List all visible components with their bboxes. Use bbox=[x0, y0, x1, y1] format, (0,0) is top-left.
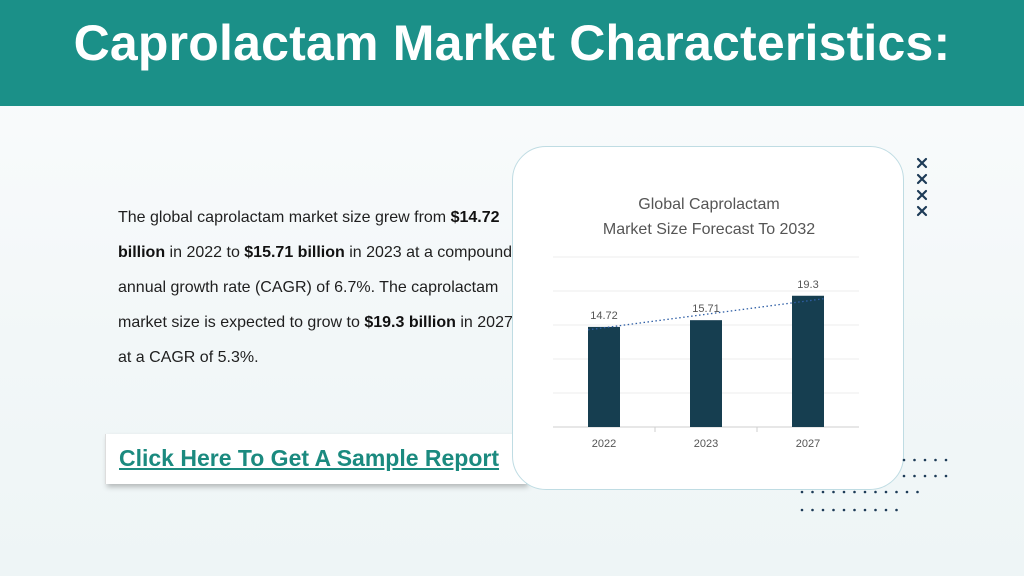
summary-text-2: in 2022 to bbox=[165, 244, 245, 261]
summary-text-4: in 2027 at a CAGR of 5.3%. bbox=[118, 314, 513, 366]
decor-dot bbox=[863, 508, 867, 512]
bar-2027 bbox=[792, 295, 824, 427]
decor-dot bbox=[944, 474, 948, 478]
decorative-cross-marks bbox=[916, 157, 928, 217]
decor-dot bbox=[874, 490, 877, 494]
decorative-dot-grid bbox=[800, 458, 948, 512]
data-label-2027: 19.3 bbox=[797, 279, 818, 291]
page-title: Caprolactam Market Characteristics: bbox=[73, 15, 951, 71]
x-tick-label-2022: 2022 bbox=[592, 438, 616, 450]
decor-dot bbox=[800, 508, 804, 512]
value-2023: $15.71 billion bbox=[244, 244, 345, 261]
sample-report-link[interactable]: Click Here To Get A Sample Report bbox=[119, 445, 500, 471]
decor-dot bbox=[874, 508, 877, 512]
decor-dot bbox=[884, 490, 888, 494]
decor-dot bbox=[811, 508, 814, 512]
decor-dot bbox=[884, 508, 888, 512]
data-label-2023: 15.71 bbox=[692, 303, 720, 315]
decor-dot bbox=[863, 490, 867, 494]
decor-dot bbox=[811, 490, 814, 494]
decor-dot bbox=[853, 508, 856, 512]
chart-card: Global Caprolactam Market Size Forecast … bbox=[512, 146, 904, 490]
market-size-chart: Global Caprolactam Market Size Forecast … bbox=[553, 196, 859, 450]
summary-text-3: in 2023 at a compound annual growth rate… bbox=[118, 244, 512, 331]
decor-dot bbox=[913, 458, 916, 462]
decor-dot bbox=[821, 508, 825, 512]
title-banner: Caprolactam Market Characteristics: bbox=[0, 0, 1024, 106]
decor-dot bbox=[923, 474, 927, 478]
decor-dot bbox=[934, 458, 937, 462]
decor-dot bbox=[842, 490, 846, 494]
decor-dot bbox=[923, 458, 927, 462]
decor-dot bbox=[934, 474, 937, 478]
decor-dot bbox=[832, 508, 835, 512]
bar-2023 bbox=[690, 320, 722, 427]
chart-title-line-1: Global Caprolactam bbox=[638, 196, 779, 213]
decor-dot bbox=[853, 490, 856, 494]
data-label-2022: 14.72 bbox=[590, 310, 618, 322]
decor-dot bbox=[832, 490, 835, 494]
x-tick-label-2023: 2023 bbox=[694, 438, 718, 450]
decor-dot bbox=[895, 490, 898, 494]
decor-dot bbox=[905, 490, 909, 494]
decor-dot bbox=[916, 490, 919, 494]
decor-dot bbox=[944, 458, 948, 462]
bar-2022 bbox=[588, 326, 620, 427]
decor-dot bbox=[800, 490, 804, 494]
value-2027: $19.3 billion bbox=[364, 314, 456, 331]
chart-title-line-2: Market Size Forecast To 2032 bbox=[603, 221, 815, 238]
market-summary-paragraph: The global caprolactam market size grew … bbox=[118, 200, 518, 375]
decor-dot bbox=[842, 508, 846, 512]
x-tick-label-2027: 2027 bbox=[796, 438, 820, 450]
value-2022: $14.72 billion bbox=[118, 209, 500, 261]
decor-dot bbox=[821, 490, 825, 494]
decor-dot bbox=[902, 474, 906, 478]
decor-dot bbox=[913, 474, 916, 478]
decor-dot bbox=[895, 508, 898, 512]
summary-text-1: The global caprolactam market size grew … bbox=[118, 209, 451, 226]
decor-dot bbox=[902, 458, 906, 462]
sample-report-box: Click Here To Get A Sample Report bbox=[105, 434, 526, 484]
